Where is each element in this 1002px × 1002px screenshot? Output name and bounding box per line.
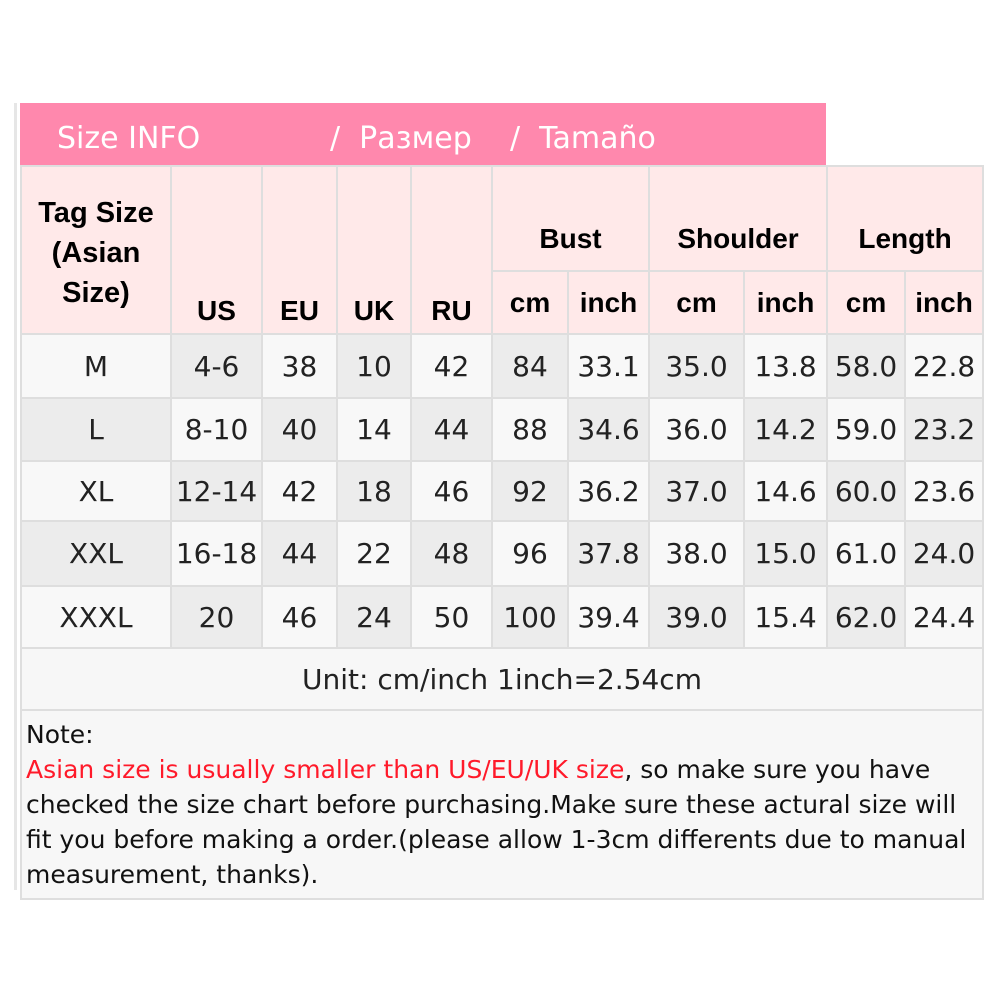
size-value-cell: 42	[410, 333, 493, 399]
note: Note: Asian size is usually smaller than…	[19, 709, 985, 900]
size-label-cell: M	[20, 333, 172, 399]
header-tag-size: Tag Size (Asian Size)	[20, 165, 172, 335]
header-shoulder-inch: inch	[743, 270, 829, 335]
size-value-cell: 58.0	[826, 333, 907, 399]
size-value-cell: 96	[491, 520, 569, 587]
size-row: XXXL 20 46 24 50 100 39.4 39.0 15.4 62.0 24.4	[20, 585, 985, 649]
header-shoulder-cm: cm	[648, 270, 746, 335]
size-value-cell: 38.0	[648, 520, 746, 587]
size-value-cell: 37.8	[566, 520, 651, 587]
header-length-inch: inch	[904, 270, 985, 335]
size-value-cell: 22.8	[904, 333, 985, 399]
size-value-cell: 62.0	[826, 585, 907, 649]
size-value-cell: 42	[261, 460, 338, 522]
note-text: , so make sure you have checked the size…	[26, 755, 967, 889]
size-value-cell: 50	[410, 585, 493, 649]
size-value-cell: 59.0	[826, 397, 907, 462]
size-value-cell: 14.2	[743, 397, 829, 462]
header-ru: RU	[410, 165, 493, 335]
header-bust-cm: cm	[491, 270, 569, 335]
size-value-cell: 34.6	[566, 397, 651, 462]
title-bar: Size INFO / Размер / Tamaño	[20, 103, 826, 165]
size-value-cell: 44	[261, 520, 338, 587]
size-value-cell: 35.0	[648, 333, 746, 399]
size-value-cell: 92	[491, 460, 569, 522]
size-value-cell: 36.2	[566, 460, 651, 522]
size-value-cell: 46	[261, 585, 338, 649]
size-value-cell: 46	[410, 460, 493, 522]
size-value-cell: 16-18	[170, 520, 263, 587]
note-label: Note:	[26, 720, 94, 749]
size-value-cell: 14	[336, 397, 412, 462]
size-row: XL 12-14 42 18 46 92 36.2 37.0 14.6 60.0 23.6	[20, 460, 985, 522]
header-uk: UK	[336, 165, 412, 335]
size-value-cell: 15.0	[743, 520, 829, 587]
size-value-cell: 39.4	[566, 585, 651, 649]
size-value-cell: 24	[336, 585, 412, 649]
size-value-cell: 40	[261, 397, 338, 462]
size-label-cell: L	[20, 397, 172, 462]
title-spanish: / Tamaño	[510, 121, 656, 156]
left-border	[14, 103, 17, 890]
size-value-cell: 18	[336, 460, 412, 522]
size-value-cell: 100	[491, 585, 569, 649]
header-shoulder: Shoulder	[648, 165, 829, 272]
size-value-cell: 36.0	[648, 397, 746, 462]
size-label-cell: XXL	[20, 520, 172, 587]
size-table: Tag Size (Asian Size) US EU UK RU Bust S…	[19, 165, 985, 900]
size-value-cell: 20	[170, 585, 263, 649]
size-value-cell: 24.4	[904, 585, 985, 649]
size-value-cell: 13.8	[743, 333, 829, 399]
size-value-cell: 60.0	[826, 460, 907, 522]
header-us: US	[170, 165, 263, 335]
size-row: M 4-6 38 10 42 84 33.1 35.0 13.8 58.0 22.8	[20, 333, 985, 399]
size-value-cell: 22	[336, 520, 412, 587]
size-value-cell: 39.0	[648, 585, 746, 649]
size-value-cell: 33.1	[566, 333, 651, 399]
size-value-cell: 88	[491, 397, 569, 462]
size-value-cell: 61.0	[826, 520, 907, 587]
size-value-cell: 23.2	[904, 397, 985, 462]
header-eu: EU	[261, 165, 338, 335]
header-bust-inch: inch	[566, 270, 651, 335]
size-row: L 8-10 40 14 44 88 34.6 36.0 14.2 59.0 23.2	[20, 397, 985, 462]
size-value-cell: 84	[491, 333, 569, 399]
header-bust: Bust	[490, 165, 651, 272]
header-length-cm: cm	[826, 270, 907, 335]
size-value-cell: 38	[261, 333, 338, 399]
size-value-cell: 10	[336, 333, 412, 399]
size-value-cell: 48	[410, 520, 493, 587]
size-value-cell: 44	[410, 397, 493, 462]
size-value-cell: 23.6	[904, 460, 985, 522]
title-size-info: Size INFO	[57, 121, 201, 156]
note-warning: Asian size is usually smaller than US/EU…	[26, 755, 625, 784]
header-length: Length	[826, 165, 985, 272]
size-label-cell: XXXL	[20, 585, 172, 649]
size-value-cell: 37.0	[648, 460, 746, 522]
size-label-cell: XL	[20, 460, 172, 522]
size-value-cell: 15.4	[743, 585, 829, 649]
size-value-cell: 8-10	[170, 397, 263, 462]
title-russian: / Размер	[330, 121, 472, 156]
size-value-cell: 24.0	[904, 520, 985, 587]
unit-info: Unit: cm/inch 1inch=2.54cm	[19, 647, 985, 711]
size-row: XXL 16-18 44 22 48 96 37.8 38.0 15.0 61.0 24.0	[20, 520, 985, 587]
size-value-cell: 12-14	[170, 460, 263, 522]
size-value-cell: 14.6	[743, 460, 829, 522]
size-value-cell: 4-6	[170, 333, 263, 399]
